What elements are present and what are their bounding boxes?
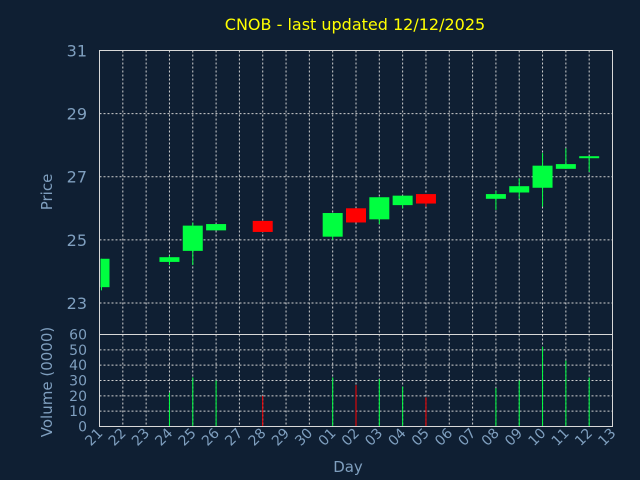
x-tick-label: 13: [595, 426, 619, 450]
x-tick-label: 05: [409, 426, 433, 450]
candle-body: [182, 225, 203, 251]
candles: [100, 148, 600, 291]
x-tick-label: 29: [269, 426, 293, 450]
x-ticks: 21 22 23 24 25 26 27 28 29 30 01 02 03 04 05 06 07 08 09 10…: [82, 425, 619, 449]
price-y-tick: 29: [67, 105, 87, 124]
x-tick-label: 09: [502, 426, 526, 450]
volume-y-tick: 20: [69, 389, 87, 405]
candle-body: [415, 194, 436, 204]
x-tick-label: 08: [479, 426, 503, 450]
volume-y-tick: 0: [78, 420, 87, 436]
candle-body: [322, 213, 343, 237]
x-tick-label: 04: [386, 425, 410, 449]
candle-body: [159, 257, 180, 262]
candle-body: [485, 194, 506, 199]
chart-title: CNOB - last updated 12/12/2025: [225, 15, 485, 34]
candle-body: [532, 165, 553, 188]
x-tick-label: 03: [362, 426, 386, 450]
x-tick-label: 28: [246, 426, 270, 450]
x-tick-label: 25: [176, 426, 200, 450]
x-tick-label: 10: [525, 426, 549, 450]
volume-y-tick: 10: [69, 404, 87, 420]
x-tick-label: 06: [432, 425, 456, 449]
price-grid: [99, 50, 613, 335]
x-tick-label: 30: [292, 426, 316, 450]
x-tick-label: 07: [455, 426, 479, 450]
x-tick-label: 01: [316, 426, 340, 450]
candle-body: [509, 186, 530, 193]
candle-body: [579, 156, 600, 159]
candle-body: [100, 258, 110, 288]
price-y-tick: 31: [67, 42, 87, 61]
volume-y-tick: 60: [69, 328, 87, 344]
price-y-tick: 27: [67, 168, 87, 187]
x-tick-label: 02: [339, 426, 363, 450]
price-axis-label: Price: [38, 174, 56, 211]
price-y-tick: 23: [67, 294, 87, 313]
volume-frame: [99, 334, 613, 427]
candle-body: [369, 197, 390, 220]
x-tick-label: 26: [199, 425, 223, 449]
volume-y-tick: 30: [69, 374, 87, 390]
volume-bars: [168, 346, 590, 427]
x-tick-label: 23: [129, 426, 153, 450]
price-y-tick: 25: [67, 231, 87, 250]
x-tick-label: 24: [152, 425, 176, 449]
volume-y-tick: 50: [69, 343, 87, 359]
candle-body: [206, 224, 227, 231]
x-tick-label: 22: [106, 426, 130, 450]
candle-body: [392, 195, 413, 206]
x-tick-label: 12: [572, 426, 596, 450]
candle-body: [252, 220, 273, 232]
x-axis-label: Day: [333, 458, 363, 476]
volume-axis-label: Volume (0000): [38, 327, 56, 437]
price-y-ticks: 31 29 27 25 23: [67, 42, 87, 313]
x-tick-label: 11: [549, 426, 573, 450]
candle-body: [555, 164, 576, 169]
candle-body: [346, 208, 366, 223]
volume-y-tick: 40: [69, 358, 87, 374]
x-tick-label: 27: [222, 426, 246, 450]
